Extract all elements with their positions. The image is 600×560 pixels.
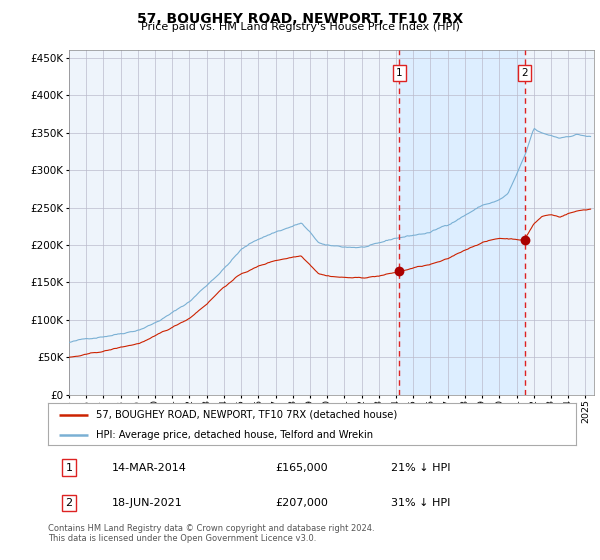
Text: HPI: Average price, detached house, Telford and Wrekin: HPI: Average price, detached house, Telf…	[95, 430, 373, 440]
Text: £207,000: £207,000	[275, 498, 328, 508]
Text: 2: 2	[521, 68, 528, 78]
Point	[520, 235, 529, 244]
Text: 31% ↓ HPI: 31% ↓ HPI	[391, 498, 451, 508]
Text: Contains HM Land Registry data © Crown copyright and database right 2024.
This d: Contains HM Land Registry data © Crown c…	[48, 524, 374, 543]
Text: 14-MAR-2014: 14-MAR-2014	[112, 463, 186, 473]
Text: Price paid vs. HM Land Registry's House Price Index (HPI): Price paid vs. HM Land Registry's House …	[140, 22, 460, 32]
Text: 1: 1	[396, 68, 403, 78]
Text: £165,000: £165,000	[275, 463, 328, 473]
Text: 21% ↓ HPI: 21% ↓ HPI	[391, 463, 451, 473]
Text: 57, BOUGHEY ROAD, NEWPORT, TF10 7RX (detached house): 57, BOUGHEY ROAD, NEWPORT, TF10 7RX (det…	[95, 410, 397, 420]
Bar	[400, 50, 524, 395]
Text: 57, BOUGHEY ROAD, NEWPORT, TF10 7RX: 57, BOUGHEY ROAD, NEWPORT, TF10 7RX	[137, 12, 463, 26]
Text: 1: 1	[65, 463, 73, 473]
Text: 2: 2	[65, 498, 73, 508]
Text: 18-JUN-2021: 18-JUN-2021	[112, 498, 182, 508]
Point	[395, 267, 404, 276]
